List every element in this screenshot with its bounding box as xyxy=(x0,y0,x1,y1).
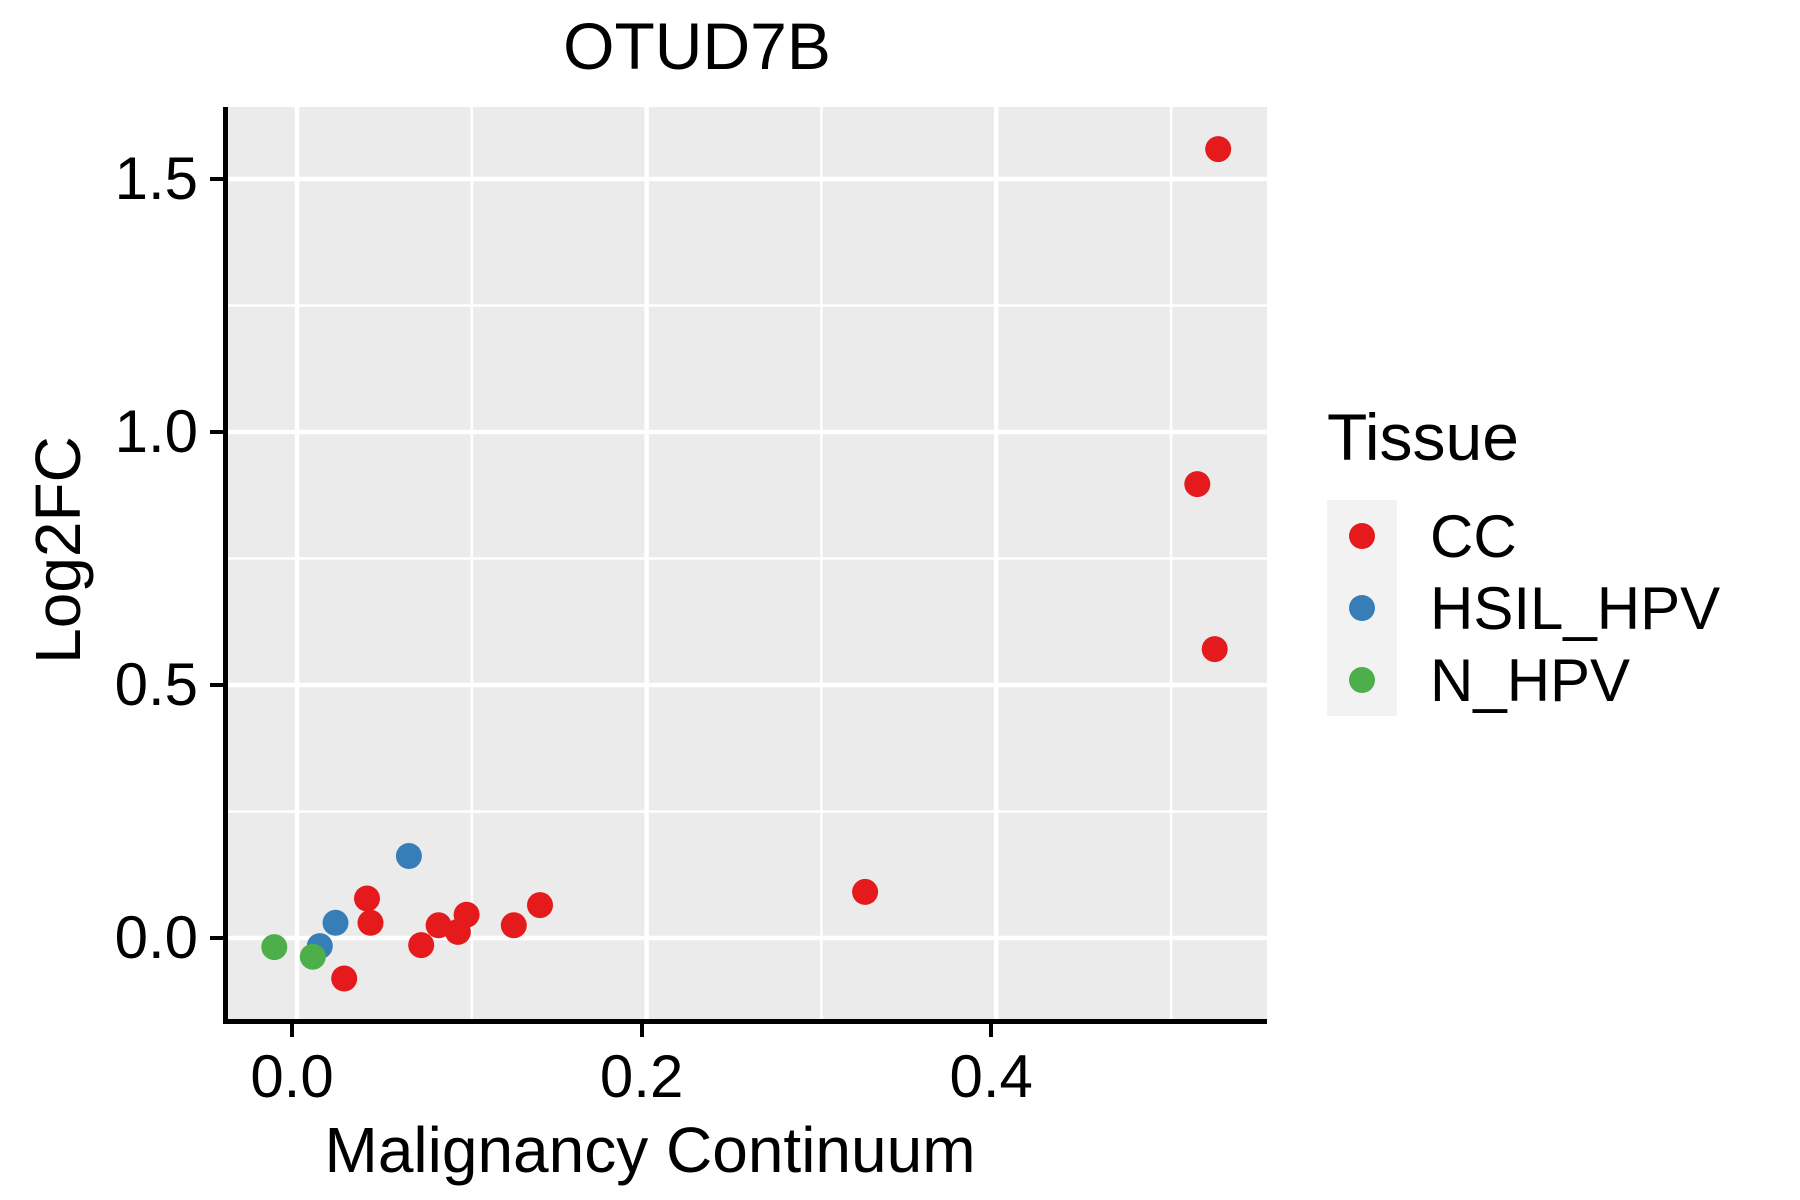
y-tick-label: 1.5 xyxy=(114,145,198,212)
legend-item-hsil-hpv: HSIL_HPV xyxy=(1327,572,1720,644)
x-tick-label: 0.2 xyxy=(599,1043,684,1110)
y-tick-mark xyxy=(210,935,223,940)
data-point-cc xyxy=(408,932,435,959)
legend-key-cc xyxy=(1327,500,1397,572)
y-tick-label: 1.0 xyxy=(114,397,198,465)
plot-panel xyxy=(223,107,1267,1024)
y-tick-mark xyxy=(210,429,223,434)
legend-label-cc: CC xyxy=(1430,502,1517,570)
data-point-cc xyxy=(500,912,527,939)
data-point-cc xyxy=(1184,471,1211,498)
data-point-cc xyxy=(354,885,380,912)
y-tick-label: 0.5 xyxy=(114,650,198,718)
legend: Tissue CC HSIL_HPV N_HPV xyxy=(1327,400,1720,716)
legend-dot-cc-icon xyxy=(1349,523,1375,549)
legend-label-hsil-hpv: HSIL_HPV xyxy=(1430,574,1721,642)
data-point-cc xyxy=(357,909,384,936)
x-tick-mark xyxy=(989,1024,994,1037)
legend-item-n-hpv: N_HPV xyxy=(1327,644,1720,716)
data-point-hsil_hpv xyxy=(322,909,349,936)
data-point-n_hpv xyxy=(261,934,288,961)
plot-area xyxy=(228,107,1267,1019)
x-tick-label: 0.4 xyxy=(949,1043,1033,1110)
data-point-cc xyxy=(1205,136,1232,163)
x-tick-mark xyxy=(290,1024,295,1037)
data-point-cc xyxy=(331,965,358,992)
y-axis-title-text: Log2FC xyxy=(22,436,94,664)
legend-dot-hsil-hpv-icon xyxy=(1349,595,1375,621)
data-point-cc xyxy=(527,892,553,919)
data-point-cc xyxy=(453,901,480,928)
data-point-cc xyxy=(1201,636,1228,663)
data-point-n_hpv xyxy=(299,943,326,970)
y-tick-mark xyxy=(210,177,223,181)
legend-label-n-hpv: N_HPV xyxy=(1430,646,1631,714)
legend-item-cc: CC xyxy=(1327,500,1720,572)
data-point-cc xyxy=(852,878,879,905)
chart-title: OTUD7B xyxy=(563,9,831,83)
y-tick-mark xyxy=(210,682,223,687)
data-point-hsil_hpv xyxy=(395,843,422,869)
legend-title: Tissue xyxy=(1327,400,1519,474)
legend-key-hsil-hpv xyxy=(1327,572,1397,644)
x-tick-mark xyxy=(639,1024,644,1037)
y-tick-label: 0.0 xyxy=(114,903,198,971)
x-axis-title: Malignancy Continuum xyxy=(324,1114,976,1186)
legend-key-n-hpv xyxy=(1327,644,1397,716)
legend-dot-n-hpv-icon xyxy=(1349,667,1375,693)
x-tick-label: 0.0 xyxy=(250,1043,334,1110)
